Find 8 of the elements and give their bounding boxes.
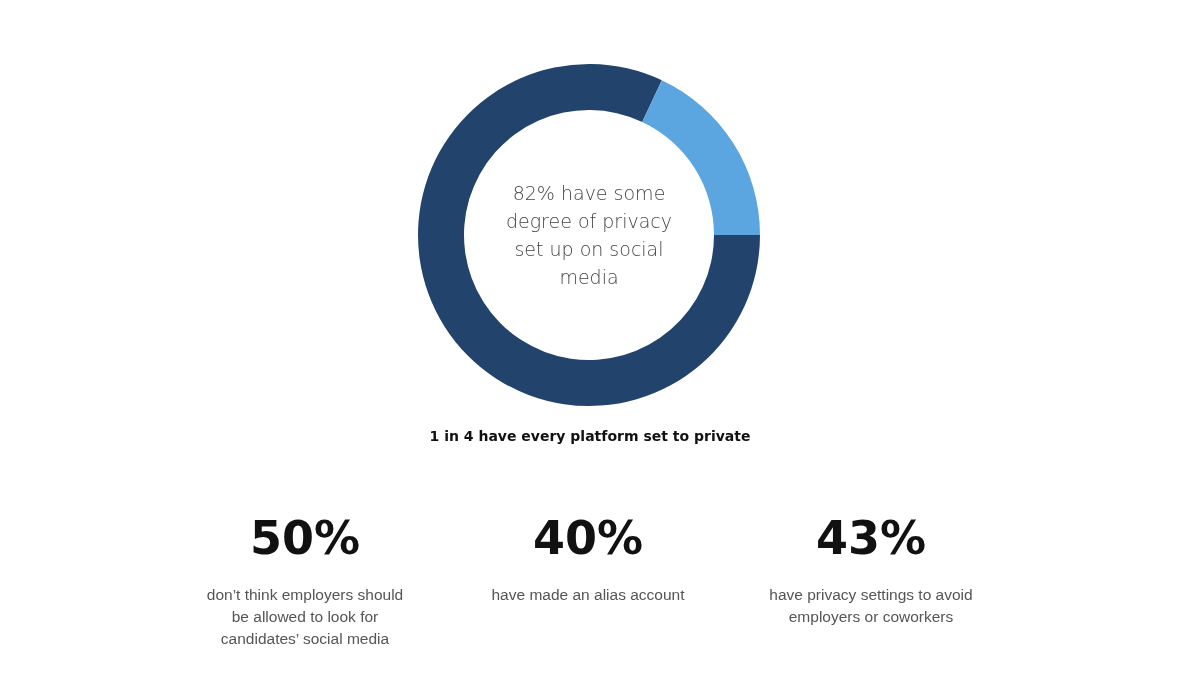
text: 82% have some degree of privacy set up on social media — [504, 181, 673, 290]
text: 50% — [248, 510, 362, 566]
text: 40% — [531, 510, 645, 566]
text: 43% — [814, 510, 928, 566]
text: have privacy settings to avoid employers or coworkers — [768, 585, 974, 627]
text: have made an alias account — [490, 585, 686, 605]
text: 1 in 4 have every platform set to private — [428, 428, 752, 444]
text: don’t think employers should be allowed to look for candidates’ social media — [205, 585, 405, 649]
